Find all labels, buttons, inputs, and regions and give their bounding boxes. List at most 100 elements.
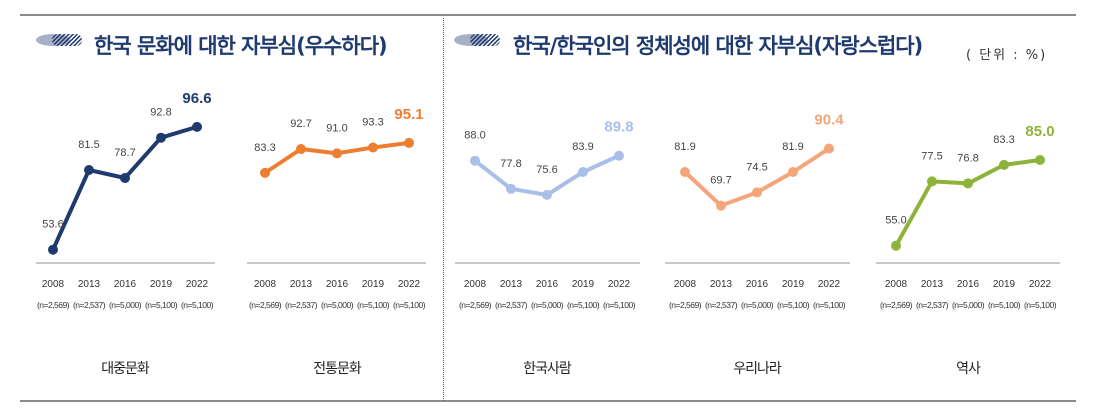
x-tick-label: 2022 bbox=[818, 279, 841, 290]
x-tick-label: 2016 bbox=[536, 279, 559, 290]
sample-size-label: (n=2,569) bbox=[37, 300, 70, 310]
data-point bbox=[506, 183, 516, 194]
x-tick-label: 2016 bbox=[957, 279, 980, 290]
title-badge-icon bbox=[36, 34, 82, 46]
category-label: 한국사람 bbox=[523, 361, 572, 377]
sample-size-label: (n=5,000) bbox=[321, 300, 354, 310]
data-point bbox=[404, 137, 414, 148]
x-tick-label: 2008 bbox=[42, 279, 65, 290]
x-tick-label: 2008 bbox=[464, 279, 487, 290]
data-point bbox=[296, 144, 306, 155]
data-point bbox=[824, 143, 834, 154]
sample-size-label: (n=5,000) bbox=[952, 300, 985, 310]
data-point bbox=[260, 167, 270, 178]
sample-size-label: (n=5,000) bbox=[741, 300, 774, 310]
x-tick-label: 2008 bbox=[674, 279, 697, 290]
sample-size-label: (n=5,100) bbox=[1024, 300, 1057, 310]
x-tick-label: 2022 bbox=[608, 279, 631, 290]
data-point bbox=[542, 189, 552, 200]
x-tick-label: 2013 bbox=[500, 279, 523, 290]
sample-size-label: (n=5,100) bbox=[357, 300, 390, 310]
sample-size-label: (n=5,100) bbox=[393, 300, 426, 310]
data-label: 76.8 bbox=[957, 152, 978, 164]
data-point bbox=[368, 142, 378, 153]
category-label: 역사 bbox=[956, 361, 981, 377]
sample-size-label: (n=5,100) bbox=[181, 300, 214, 310]
sample-size-label: (n=5,100) bbox=[813, 300, 846, 310]
x-tick-label: 2013 bbox=[710, 279, 733, 290]
sample-size-label: (n=5,100) bbox=[777, 300, 810, 310]
right-section-title: 한국/한국인의 정체성에 대한 자부심(자랑스럽다) bbox=[513, 34, 923, 58]
data-label: 89.8 bbox=[604, 119, 633, 136]
data-point bbox=[48, 244, 58, 255]
data-label: 92.8 bbox=[150, 107, 171, 119]
bottom-rule bbox=[20, 400, 1076, 402]
unit-label: ( 단위 : %) bbox=[966, 48, 1048, 63]
sample-size-label: (n=2,537) bbox=[73, 300, 106, 310]
sample-size-label: (n=2,537) bbox=[285, 300, 318, 310]
x-tick-label: 2022 bbox=[398, 279, 421, 290]
sample-size-label: (n=2,569) bbox=[669, 300, 702, 310]
data-label: 83.9 bbox=[572, 141, 593, 153]
title-badge-icon bbox=[454, 34, 500, 46]
data-point bbox=[614, 150, 624, 161]
sample-size-label: (n=2,537) bbox=[495, 300, 528, 310]
data-point bbox=[963, 178, 973, 189]
data-label: 74.5 bbox=[746, 161, 767, 173]
x-tick-label: 2019 bbox=[572, 279, 595, 290]
sample-size-label: (n=2,569) bbox=[249, 300, 282, 310]
x-tick-label: 2019 bbox=[782, 279, 805, 290]
data-label: 90.4 bbox=[814, 112, 844, 129]
x-tick-label: 2019 bbox=[993, 279, 1016, 290]
data-label: 83.3 bbox=[993, 134, 1014, 146]
data-point bbox=[999, 159, 1009, 170]
data-point bbox=[1035, 155, 1045, 165]
sample-size-label: (n=5,000) bbox=[531, 300, 564, 310]
data-point bbox=[752, 187, 762, 198]
data-label: 53.6 bbox=[42, 219, 63, 231]
data-point bbox=[84, 165, 94, 175]
data-label: 95.1 bbox=[394, 106, 423, 123]
sample-size-label: (n=5,100) bbox=[603, 300, 636, 310]
data-label: 81.9 bbox=[782, 141, 803, 153]
data-label: 77.8 bbox=[500, 158, 521, 170]
data-point bbox=[332, 148, 342, 159]
left-section-title: 한국 문화에 대한 자부심(우수하다) bbox=[94, 34, 388, 58]
data-label: 77.5 bbox=[921, 150, 942, 162]
data-point bbox=[156, 132, 166, 143]
category-label: 전통문화 bbox=[313, 361, 362, 377]
x-tick-label: 2019 bbox=[150, 279, 173, 290]
data-label: 81.9 bbox=[674, 141, 695, 153]
sample-size-label: (n=5,100) bbox=[988, 300, 1021, 310]
data-label: 88.0 bbox=[464, 130, 485, 142]
category-label: 우리나라 bbox=[733, 361, 782, 377]
x-tick-label: 2013 bbox=[921, 279, 944, 290]
data-label: 93.3 bbox=[362, 116, 383, 128]
data-label: 83.3 bbox=[254, 142, 275, 154]
top-rule bbox=[20, 14, 1076, 16]
x-tick-label: 2008 bbox=[254, 279, 277, 290]
data-point bbox=[120, 173, 130, 183]
data-label: 91.0 bbox=[326, 122, 347, 134]
x-tick-label: 2016 bbox=[326, 279, 349, 290]
data-label: 69.7 bbox=[710, 175, 731, 187]
section-divider bbox=[443, 18, 444, 401]
data-label: 92.7 bbox=[290, 118, 311, 130]
x-tick-label: 2008 bbox=[885, 279, 908, 290]
sample-size-label: (n=5,000) bbox=[109, 300, 142, 310]
series-line bbox=[894, 158, 1041, 247]
data-point bbox=[716, 200, 726, 211]
x-tick-label: 2013 bbox=[78, 279, 101, 290]
data-label: 75.6 bbox=[536, 164, 557, 176]
sample-size-label: (n=2,569) bbox=[880, 300, 913, 310]
x-tick-label: 2013 bbox=[290, 279, 313, 290]
category-label: 대중문화 bbox=[101, 361, 150, 377]
data-point bbox=[788, 167, 798, 177]
data-label: 55.0 bbox=[885, 215, 906, 227]
data-point bbox=[680, 167, 690, 177]
data-label: 85.0 bbox=[1025, 123, 1054, 140]
x-tick-label: 2022 bbox=[186, 279, 209, 290]
data-label: 78.7 bbox=[114, 147, 135, 159]
